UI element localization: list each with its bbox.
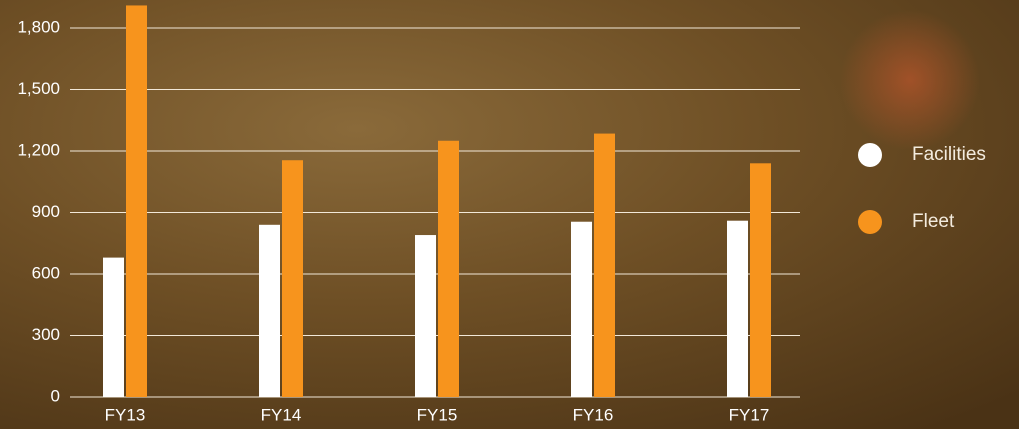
x-tick-label: FY14: [261, 405, 302, 424]
y-tick-label: 1,500: [17, 79, 60, 98]
legend-label: Fleet: [912, 211, 955, 232]
y-tick-label: 600: [32, 263, 60, 282]
y-tick-label: 1,800: [17, 17, 60, 36]
legend-label: Facilities: [912, 144, 986, 165]
bar: [727, 220, 748, 397]
bar: [571, 221, 592, 397]
background-glow: [840, 10, 980, 150]
x-tick-label: FY15: [417, 405, 458, 424]
bar: [103, 257, 124, 397]
legend: Facilities Fleet: [858, 143, 986, 234]
x-tick-label: FY13: [105, 405, 146, 424]
bar: [282, 160, 303, 397]
x-tick-label: FY17: [729, 405, 770, 424]
bar: [259, 224, 280, 397]
y-tick-label: 900: [32, 202, 60, 221]
y-tick-label: 1,200: [17, 140, 60, 159]
bar: [750, 163, 771, 397]
bar: [126, 5, 147, 397]
bar: [438, 140, 459, 397]
x-tick-label: FY16: [573, 405, 614, 424]
bar: [415, 235, 436, 397]
y-tick-label: 300: [32, 325, 60, 344]
legend-swatch: [858, 210, 882, 234]
bar: [594, 133, 615, 397]
legend-swatch: [858, 143, 882, 167]
y-tick-label: 0: [51, 386, 60, 405]
